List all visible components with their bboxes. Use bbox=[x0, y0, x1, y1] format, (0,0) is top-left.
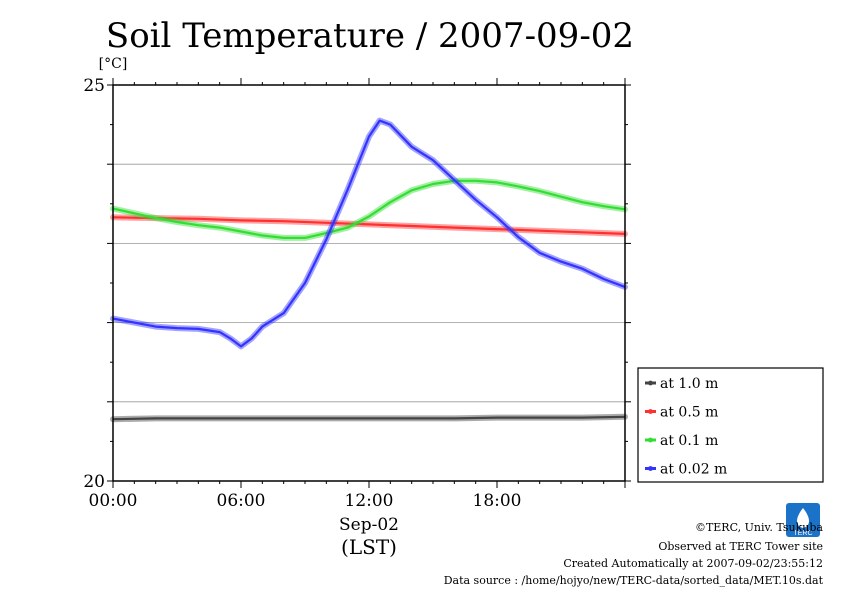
footer-copyright: ©TERC, Univ. Tsukuba bbox=[695, 521, 823, 534]
legend-box bbox=[637, 367, 824, 483]
legend-label: at 0.02 m bbox=[660, 462, 727, 478]
water-drop-icon bbox=[797, 508, 809, 528]
legend-label: at 1.0 m bbox=[660, 376, 718, 392]
footer-data-source: Data source : /home/hojyo/new/TERC-data/… bbox=[444, 574, 824, 587]
series-line bbox=[112, 119, 626, 348]
legend-marker bbox=[648, 466, 653, 471]
series-line bbox=[112, 216, 626, 235]
y-tick-label: 20 bbox=[83, 472, 105, 492]
legend-marker bbox=[648, 380, 653, 386]
legend-marker bbox=[648, 409, 653, 414]
terc-logo: TERC bbox=[786, 503, 820, 537]
legend-label: at 0.5 m bbox=[660, 405, 718, 421]
series-line bbox=[112, 415, 626, 421]
footer-observed: Observed at TERC Tower site bbox=[658, 540, 823, 553]
x-tick-label: 00:00 bbox=[89, 491, 138, 511]
x-tick-label: 06:00 bbox=[217, 491, 266, 511]
grid-lines bbox=[113, 163, 625, 403]
legend-marker bbox=[648, 437, 653, 443]
axes: 20 25 00:00 06:00 12:00 18:00 bbox=[83, 76, 631, 511]
x-tick-label: 12:00 bbox=[345, 491, 394, 511]
chart-title: Soil Temperature / 2007-09-02 bbox=[106, 16, 634, 56]
legend: at 1.0 m at 0.5 m at 0.1 m at 0.02 m bbox=[637, 367, 824, 483]
y-axis-label: [°C] bbox=[99, 56, 128, 72]
y-tick-label: 25 bbox=[83, 76, 105, 96]
x-axis-label-date: Sep-02 bbox=[339, 515, 399, 535]
legend-label: at 0.1 m bbox=[660, 433, 718, 449]
series-line bbox=[112, 179, 626, 239]
plot-series bbox=[110, 117, 628, 423]
footer-created: Created Automatically at 2007-09-02/23:5… bbox=[563, 557, 823, 570]
logo-text: TERC bbox=[793, 530, 812, 537]
x-axis-label-lst: (LST) bbox=[341, 535, 397, 559]
x-tick-label: 18:00 bbox=[473, 491, 522, 511]
